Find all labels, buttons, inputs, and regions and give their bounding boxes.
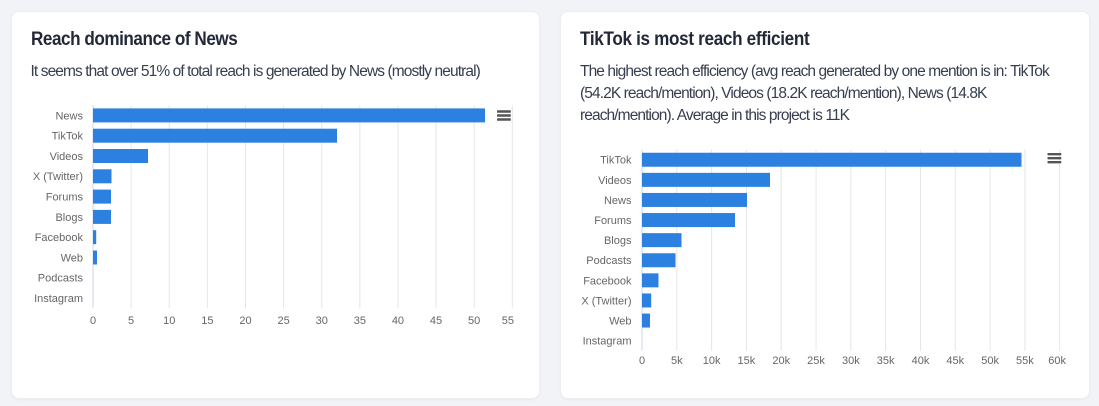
svg-text:30k: 30k: [842, 355, 860, 367]
svg-text:Blogs: Blogs: [604, 235, 632, 247]
svg-text:15k: 15k: [738, 355, 756, 367]
svg-text:0: 0: [90, 315, 96, 327]
svg-text:45k: 45k: [946, 355, 964, 367]
svg-text:10k: 10k: [703, 355, 721, 367]
svg-text:Podcasts: Podcasts: [38, 273, 84, 285]
svg-text:News: News: [604, 195, 632, 207]
svg-text:25k: 25k: [807, 355, 825, 367]
svg-text:5: 5: [128, 315, 134, 327]
svg-text:Blogs: Blogs: [55, 212, 83, 224]
svg-text:Facebook: Facebook: [35, 232, 84, 244]
svg-text:50: 50: [468, 315, 480, 327]
svg-text:45: 45: [430, 315, 442, 327]
svg-text:Forums: Forums: [46, 192, 84, 204]
svg-text:25: 25: [277, 315, 289, 327]
svg-text:10: 10: [163, 315, 175, 327]
svg-text:Facebook: Facebook: [583, 275, 632, 287]
svg-text:55k: 55k: [1016, 355, 1034, 367]
svg-text:Forums: Forums: [594, 215, 632, 227]
svg-text:35: 35: [354, 315, 366, 327]
svg-text:40k: 40k: [912, 355, 930, 367]
svg-text:Instagram: Instagram: [34, 293, 83, 305]
svg-text:X (Twitter): X (Twitter): [33, 171, 83, 183]
svg-text:X (Twitter): X (Twitter): [581, 295, 631, 307]
svg-text:55: 55: [502, 315, 514, 327]
svg-text:35k: 35k: [877, 355, 895, 367]
svg-text:Videos: Videos: [598, 175, 632, 187]
svg-text:5k: 5k: [671, 355, 683, 367]
svg-text:40: 40: [392, 315, 404, 327]
svg-text:Videos: Videos: [50, 151, 84, 163]
svg-text:0: 0: [639, 355, 645, 367]
svg-text:60k: 60k: [1048, 355, 1066, 367]
svg-text:15: 15: [201, 315, 213, 327]
svg-text:Web: Web: [609, 315, 631, 327]
svg-text:TikTok: TikTok: [52, 131, 84, 143]
svg-text:20k: 20k: [772, 355, 790, 367]
svg-text:TikTok: TikTok: [600, 155, 632, 167]
svg-text:Podcasts: Podcasts: [586, 255, 632, 267]
svg-text:News: News: [55, 110, 83, 122]
svg-text:50k: 50k: [981, 355, 999, 367]
svg-text:Web: Web: [61, 252, 83, 264]
svg-text:20: 20: [239, 315, 251, 327]
svg-text:30: 30: [316, 315, 328, 327]
svg-text:Instagram: Instagram: [583, 336, 632, 348]
